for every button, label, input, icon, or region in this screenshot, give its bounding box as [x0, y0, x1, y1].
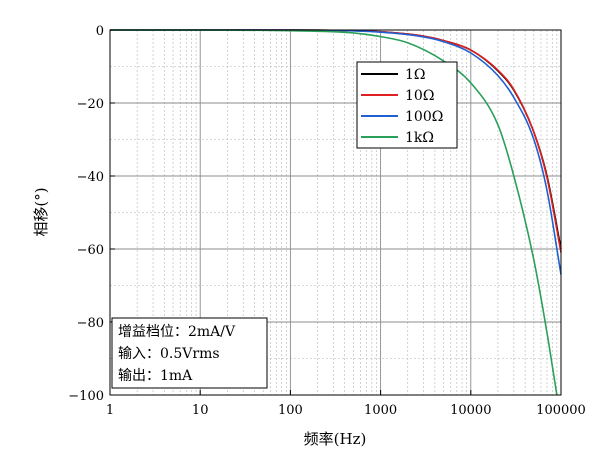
x-tick-label: 100	[278, 403, 303, 418]
y-tick-label: −60	[77, 243, 104, 258]
y-axis-label: 相移(°)	[32, 187, 50, 236]
annotation-input: 输入：0.5Vrms	[118, 346, 220, 362]
x-tick-label: 10	[192, 403, 209, 418]
legend-box	[356, 61, 458, 149]
legend-label-0: 1Ω	[405, 67, 426, 83]
annotation-box: 增益档位：2mA/V 输入：0.5Vrms 输出：1mA	[111, 317, 268, 389]
y-axis-ticks: 0 −20 −40 −60 −80 −100	[68, 24, 115, 404]
x-tick-label: 10000	[450, 403, 491, 418]
y-tick-label: 0	[96, 24, 104, 39]
x-tick-label: 100000	[536, 403, 586, 418]
plot-frame	[109, 29, 562, 396]
legend-label-1: 10Ω	[405, 88, 434, 104]
legend-label-2: 100Ω	[405, 109, 443, 125]
y-tick-label: −20	[77, 97, 104, 112]
y-tick-label: −40	[77, 170, 104, 185]
annotation-output: 输出：1mA	[118, 368, 193, 384]
x-tick-label: 1	[106, 403, 114, 418]
y-tick-label: −80	[77, 316, 104, 331]
annotation-gain: 增益档位：2mA/V	[118, 324, 236, 340]
y-tick-label: −100	[68, 389, 104, 404]
x-tick-label: 1000	[364, 403, 397, 418]
annotation-frame	[111, 317, 268, 389]
legend: 1Ω 10Ω 100Ω 1kΩ	[356, 61, 458, 149]
x-axis-ticks: 1 10 100 1000 10000 100000	[106, 390, 586, 418]
series-line-1	[110, 29, 562, 253]
legend-label-3: 1kΩ	[405, 130, 434, 146]
x-axis-label: 频率(Hz)	[304, 430, 367, 448]
